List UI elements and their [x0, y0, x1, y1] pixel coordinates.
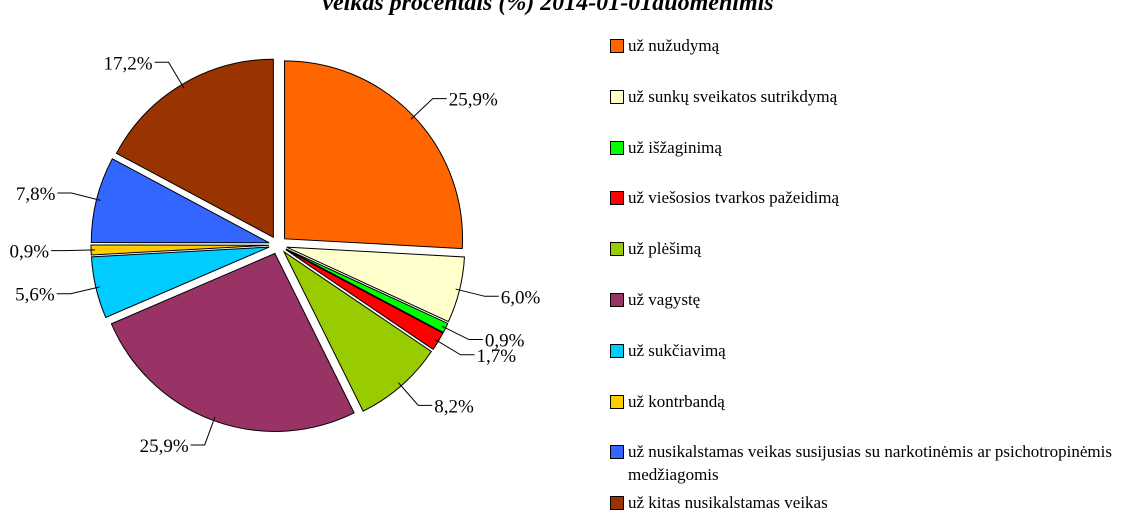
data-label: 17,2%	[103, 53, 152, 74]
leader-line	[51, 249, 96, 252]
legend-item: už nusikalstamas veikas susijusias su na…	[610, 440, 1140, 486]
legend-label: už išžaginimą	[628, 137, 722, 157]
legend-swatch	[610, 140, 624, 155]
legend-swatch	[610, 293, 624, 307]
legend-item: už viešosios tvarkos pažeidimą	[610, 186, 1140, 209]
leader-line	[190, 416, 216, 446]
legend-swatch	[610, 496, 624, 511]
legend-item: už kontrbandą	[610, 390, 1140, 413]
legend-item: už sukčiavimą	[610, 339, 1140, 362]
legend-swatch	[610, 89, 624, 104]
legend-item: už išžaginimą	[610, 136, 1140, 159]
legend-swatch	[610, 242, 624, 257]
legend-label: už sunkų sveikatos sutrikdymą	[628, 86, 838, 106]
legend-item: už nužudymą	[610, 34, 1140, 57]
legend-label: už nusikalstamas veikas susijusias su na…	[628, 442, 1112, 485]
legend-item: už vagystę	[610, 288, 1140, 311]
data-label: 6,0%	[501, 287, 541, 308]
leader-line	[410, 98, 447, 120]
data-label: 5,6%	[15, 285, 55, 306]
legend-label: už nužudymą	[628, 36, 720, 55]
data-label: 25,9%	[140, 436, 189, 457]
data-label: 25,9%	[449, 90, 498, 111]
legend-item: už sunkų sveikatos sutrikdymą	[610, 85, 1140, 108]
data-label: 1,7%	[477, 346, 517, 367]
legend-swatch	[610, 343, 624, 358]
leader-line	[441, 325, 483, 341]
legend-swatch	[610, 394, 624, 409]
pie-slice	[284, 60, 464, 250]
legend-label: už viešosios tvarkos pažeidimą	[628, 188, 840, 208]
data-label: 7,8%	[16, 184, 56, 205]
chart-title: veikas procentais (%) 2014-01-01duomenim…	[322, 0, 773, 16]
legend-label: už plėšimą	[628, 239, 702, 259]
leader-line	[398, 382, 433, 406]
legend-item: už kitas nusikalstamas veikas	[610, 491, 1140, 514]
legend-swatch	[610, 445, 624, 460]
leader-line	[57, 192, 101, 201]
legend-label: už sukčiavimą	[628, 340, 726, 360]
data-label: 0,9%	[485, 331, 525, 352]
legend-swatch	[610, 191, 624, 206]
legend-label: už kontrbandą	[628, 391, 725, 411]
data-label: 8,2%	[434, 396, 474, 417]
legend-item: už plėšimą	[610, 237, 1140, 260]
leader-line	[154, 61, 185, 89]
leader-line	[56, 286, 100, 295]
leader-line	[455, 288, 499, 297]
legend-label: už vagystę	[628, 290, 701, 309]
data-label: 0,9%	[9, 242, 49, 263]
legend-label: už kitas nusikalstamas veikas	[628, 493, 828, 513]
leader-line	[434, 338, 475, 356]
legend-swatch	[610, 39, 624, 53]
